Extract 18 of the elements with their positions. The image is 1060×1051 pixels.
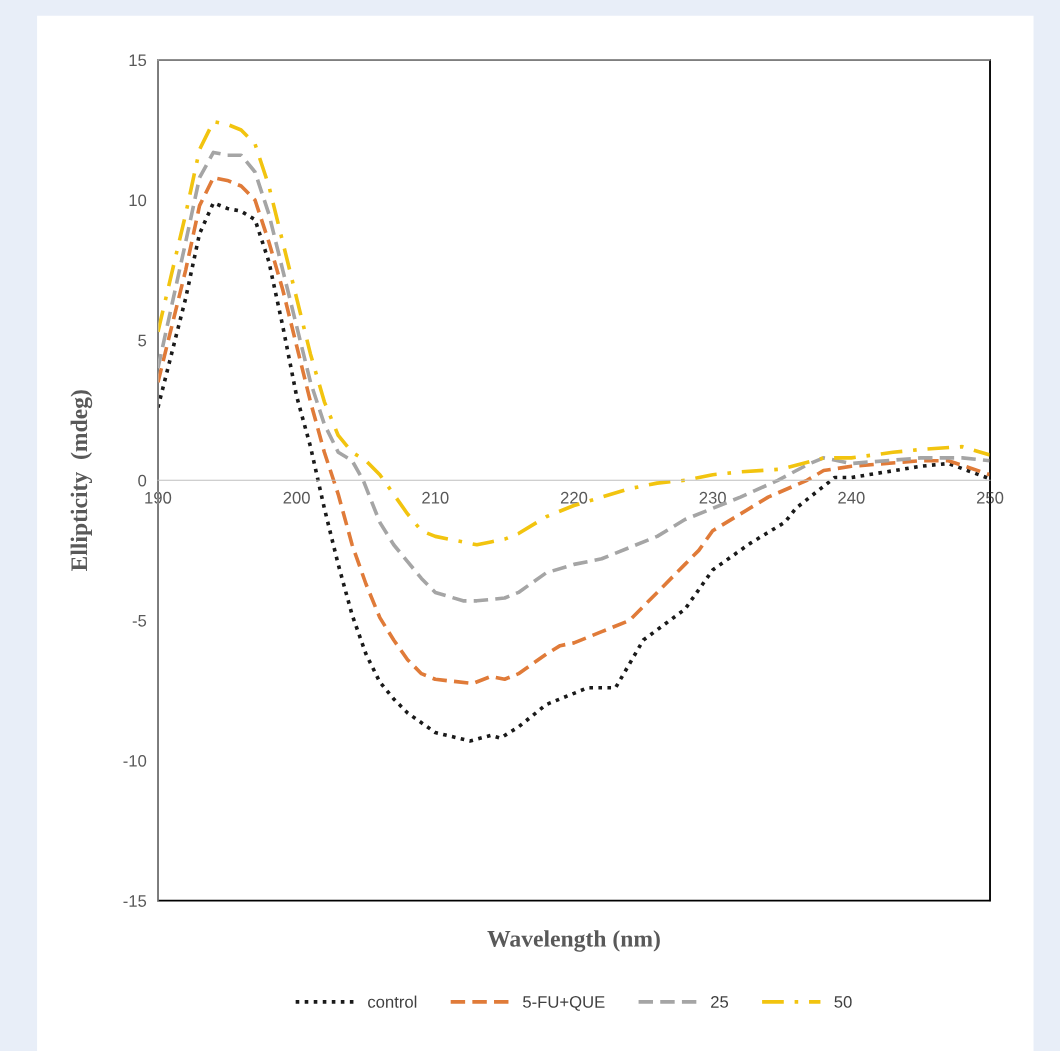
- y-tick-label: -5: [132, 615, 147, 627]
- x-tick-label: 220: [560, 491, 588, 504]
- x-tick-label: 230: [699, 491, 726, 504]
- y-tick-label: -10: [123, 754, 147, 767]
- x-axis-title: Wavelength (nm): [487, 930, 660, 952]
- y-axis-title: Ellipticity (mdeg): [70, 390, 93, 572]
- y-tick-label: 5: [138, 334, 147, 347]
- y-tick-label: 0: [138, 474, 147, 487]
- legend-label: 25: [711, 996, 729, 1008]
- x-tick-label: 240: [838, 491, 865, 504]
- legend-label: control: [368, 995, 417, 1008]
- legend-label: 50: [834, 996, 852, 1008]
- y-tick-label: 10: [129, 194, 147, 207]
- x-tick-label: 200: [283, 491, 310, 504]
- legend-label: 5-FU+QUE: [523, 996, 605, 1011]
- x-tick-label: 210: [422, 491, 449, 504]
- y-tick-label: 15: [129, 54, 147, 67]
- y-tick-label: -15: [123, 895, 147, 907]
